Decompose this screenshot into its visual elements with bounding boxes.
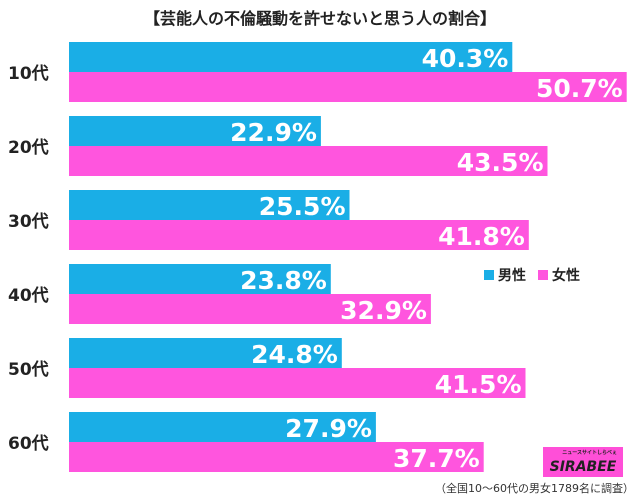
legend: 男性 女性 [484, 265, 580, 285]
data-label: 27.9% [285, 414, 372, 443]
logo-text: SIRABEE [549, 459, 617, 475]
category-label: 10代 [8, 63, 49, 84]
chart-title: 【芸能人の不倫騒動を許せないと思う人の割合】 [143, 9, 496, 28]
category-label: 30代 [8, 211, 49, 232]
bar-female [69, 442, 484, 472]
legend-swatch-male [484, 270, 494, 280]
sirabee-logo: ニュースサイトしらべぇ SIRABEE [543, 447, 623, 477]
bar-male [69, 190, 350, 220]
logo-subtext: ニュースサイトしらべぇ [562, 450, 617, 456]
bar-male [69, 116, 321, 146]
category-label: 40代 [8, 285, 49, 306]
data-label: 23.8% [240, 266, 327, 295]
legend-label-male: 男性 [498, 268, 526, 284]
bar-male [69, 412, 376, 442]
legend-item-male: 男性 [484, 265, 526, 285]
data-label: 50.7% [536, 74, 623, 103]
data-label: 41.8% [438, 222, 525, 251]
footnote: （全国10〜60代の男女1789名に調査） [435, 482, 634, 495]
bar-female [69, 220, 529, 250]
data-label: 24.8% [251, 340, 338, 369]
data-label: 32.9% [340, 296, 427, 325]
bar-female [69, 368, 526, 398]
category-label: 50代 [8, 359, 49, 380]
bar-female [69, 72, 627, 102]
category-label: 60代 [8, 433, 49, 454]
data-label: 25.5% [259, 192, 346, 221]
legend-label-female: 女性 [552, 268, 580, 284]
legend-swatch-female [538, 270, 548, 280]
bar-male [69, 42, 513, 72]
data-label: 40.3% [422, 44, 509, 73]
bar-male [69, 264, 331, 294]
data-label: 22.9% [230, 118, 317, 147]
bar-female [69, 294, 431, 324]
bar-female [69, 146, 548, 176]
data-label: 43.5% [457, 148, 544, 177]
data-label: 41.5% [435, 370, 522, 399]
data-label: 37.7% [393, 444, 480, 473]
legend-item-female: 女性 [538, 265, 580, 285]
category-label: 20代 [8, 137, 49, 158]
bar-male [69, 338, 342, 368]
